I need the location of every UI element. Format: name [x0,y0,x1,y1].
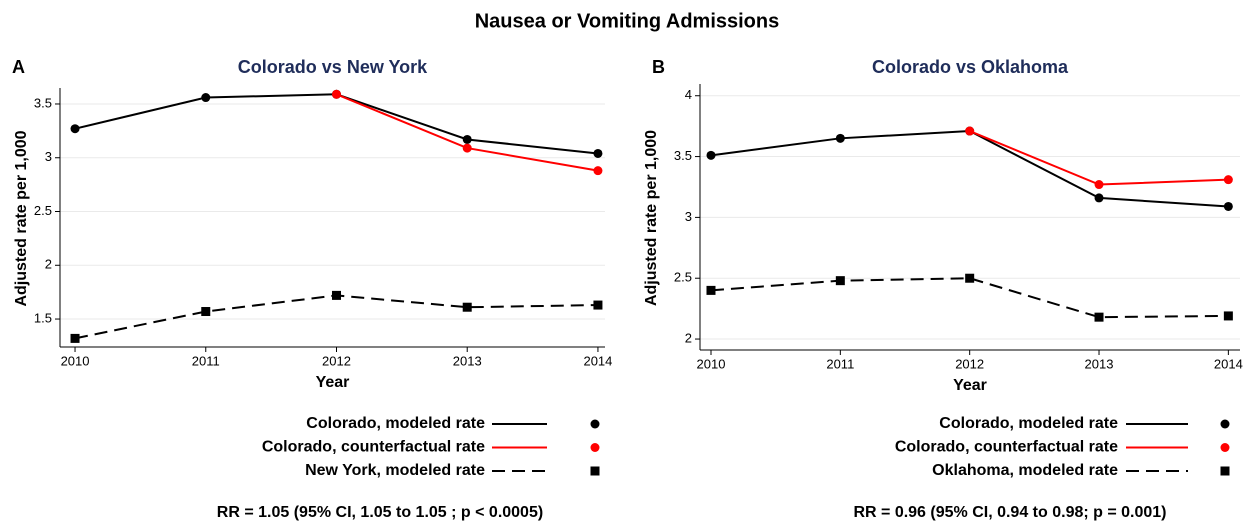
panel-label: A [12,57,25,77]
marker [835,276,845,286]
marker [1223,311,1233,321]
y-tick-label: 1.5 [34,310,52,325]
marker [965,126,975,136]
y-tick-label: 3 [685,209,692,224]
x-tick-label: 2013 [453,353,482,368]
annotation: RR = 1.05 (95% CI, 1.05 to 1.05 ; p < 0.… [217,504,543,521]
marker [706,285,716,295]
marker [201,93,211,103]
series-line [336,93,599,172]
marker [70,124,80,134]
legend-marker [1220,466,1230,476]
marker [331,290,341,300]
y-tick-label: 3.5 [674,148,692,163]
legend-marker [1220,419,1230,429]
marker [201,307,211,317]
marker [70,333,80,343]
legend-marker [590,443,600,452]
marker [331,89,341,99]
marker [462,143,472,153]
x-tick-label: 2010 [697,356,726,371]
marker [593,166,603,176]
series-line [74,294,598,340]
y-axis-label: Adjusted rate per 1,000 [13,130,30,306]
legend-marker [1220,443,1230,452]
annotation: RR = 0.96 (95% CI, 0.94 to 0.98; p = 0.0… [853,504,1166,521]
marker [462,302,472,312]
figure-title: Nausea or Vomiting Admissions [475,10,780,32]
marker [462,134,472,144]
legend-label: Colorado, counterfactual rate [262,439,485,456]
chart-title: Colorado vs Oklahoma [872,57,1069,77]
marker [1094,193,1104,203]
x-tick-label: 2011 [192,353,220,368]
series-line [710,130,1229,208]
marker [1223,175,1233,185]
y-tick-label: 2 [685,330,692,345]
series-line [74,93,599,155]
marker [706,150,716,160]
marker [593,300,603,310]
y-axis-label: Adjusted rate per 1,000 [643,130,660,306]
series-line [969,130,1229,186]
x-tick-label: 2011 [826,356,854,371]
x-tick-label: 2014 [583,353,612,368]
x-axis-label: Year [953,377,987,394]
marker [1223,201,1233,211]
chart-title: Colorado vs New York [238,57,428,77]
marker [835,133,845,143]
legend-label: New York, modeled rate [305,462,485,479]
y-tick-label: 2.5 [674,270,692,285]
y-tick-label: 2 [45,257,52,272]
x-tick-label: 2014 [1214,356,1243,371]
legend-label: Oklahoma, modeled rate [932,462,1118,479]
marker [1094,312,1104,322]
legend-label: Colorado, modeled rate [306,415,485,432]
legend-label: Colorado, modeled rate [939,415,1118,432]
marker [593,148,603,158]
panel-label: B [652,57,665,77]
legend-marker [590,466,600,476]
y-tick-label: 4 [685,87,692,102]
x-tick-label: 2010 [61,353,90,368]
legend-marker [590,419,600,429]
legend-label: Colorado, counterfactual rate [895,439,1118,456]
marker [1094,180,1104,190]
x-tick-label: 2012 [955,356,984,371]
series-line [710,277,1229,319]
x-axis-label: Year [316,374,350,391]
x-tick-label: 2012 [322,353,351,368]
y-tick-label: 3.5 [34,95,52,110]
marker [965,273,975,283]
y-tick-label: 2.5 [34,203,52,218]
x-tick-label: 2013 [1085,356,1114,371]
y-tick-label: 3 [45,149,52,164]
